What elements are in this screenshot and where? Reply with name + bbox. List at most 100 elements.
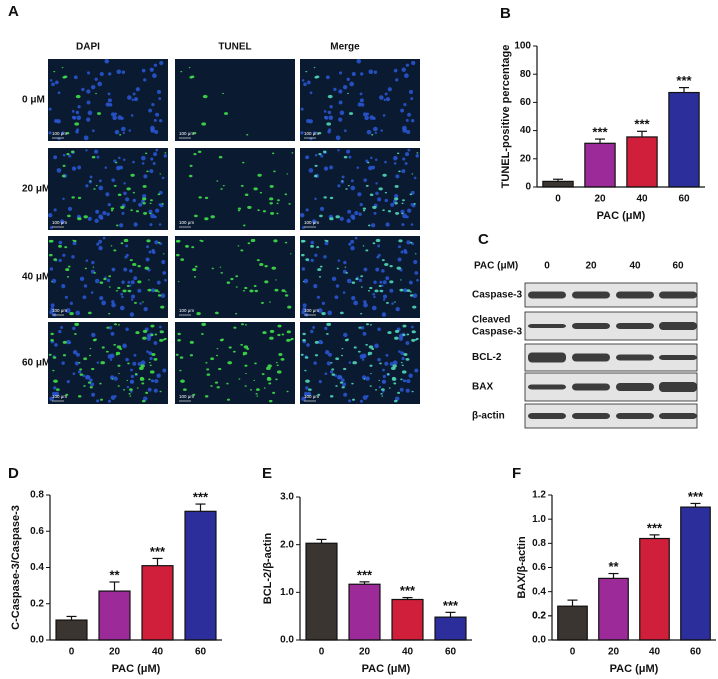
nucleus bbox=[328, 128, 332, 132]
tunel-cell bbox=[91, 155, 96, 159]
nucleus bbox=[109, 358, 113, 361]
nucleus bbox=[306, 80, 311, 85]
nucleus bbox=[77, 165, 82, 170]
tunel-cell bbox=[93, 271, 96, 274]
nucleus bbox=[49, 267, 54, 271]
nucleus bbox=[337, 184, 341, 188]
nucleus bbox=[403, 250, 408, 254]
scale-bar-label: 100 μm bbox=[179, 308, 194, 313]
nucleus bbox=[130, 298, 134, 301]
nucleus bbox=[335, 284, 340, 288]
nucleus bbox=[62, 153, 66, 157]
tunel-cell bbox=[222, 92, 224, 95]
tunel-cell bbox=[84, 267, 87, 270]
nucleus bbox=[118, 156, 121, 160]
tunel-cell bbox=[365, 184, 369, 187]
nucleus bbox=[299, 212, 305, 218]
y-tick-label: 0.6 bbox=[30, 526, 44, 537]
nucleus bbox=[382, 114, 386, 117]
nucleus bbox=[371, 305, 377, 311]
tunel-cell bbox=[66, 153, 70, 156]
tunel-cell bbox=[93, 188, 96, 190]
nucleus bbox=[382, 368, 385, 372]
tunel-cell bbox=[216, 386, 220, 389]
nucleus bbox=[135, 87, 140, 92]
tunel-cell bbox=[250, 238, 256, 243]
nucleus bbox=[349, 81, 355, 87]
tunel-cell bbox=[201, 322, 207, 327]
y-tick-label: 0.6 bbox=[532, 562, 546, 573]
tunel-cell bbox=[317, 393, 321, 396]
nucleus bbox=[160, 293, 166, 298]
tunel-cell bbox=[196, 312, 201, 316]
tunel-cell bbox=[113, 249, 117, 252]
nucleus bbox=[374, 158, 378, 162]
tunel-cell bbox=[228, 346, 232, 349]
tunel-cell bbox=[197, 150, 202, 154]
x-tick-label: 60 bbox=[445, 647, 457, 658]
tunel-cell bbox=[154, 333, 158, 336]
nucleus bbox=[151, 288, 156, 293]
nucleus bbox=[360, 102, 365, 107]
nucleus bbox=[61, 131, 65, 135]
tunel-cell bbox=[67, 265, 71, 268]
nucleus bbox=[62, 197, 65, 201]
tunel-cell bbox=[355, 277, 359, 281]
nucleus bbox=[133, 97, 138, 102]
nucleus bbox=[395, 174, 400, 179]
nucleus bbox=[337, 259, 341, 262]
nucleus bbox=[351, 295, 356, 301]
scale-bar-label: 100 μm bbox=[179, 220, 194, 225]
nucleus bbox=[107, 98, 112, 103]
nucleus bbox=[354, 210, 359, 216]
tunel-cell bbox=[83, 215, 88, 219]
nucleus bbox=[125, 357, 129, 362]
y-tick-label: 60 bbox=[520, 97, 532, 108]
nucleus bbox=[59, 219, 65, 224]
tunel-cell bbox=[189, 76, 193, 79]
tunel-cell bbox=[110, 245, 113, 247]
scale-bar-label: 100 μm bbox=[52, 394, 67, 399]
tunel-cell bbox=[130, 209, 133, 212]
scale-bar-label: 100 μm bbox=[304, 220, 319, 225]
tunel-cell bbox=[53, 379, 58, 383]
tunel-cell bbox=[214, 311, 219, 315]
nucleus bbox=[98, 179, 102, 183]
nucleus bbox=[57, 137, 61, 141]
nucleus bbox=[353, 300, 359, 306]
tunel-cell bbox=[405, 357, 410, 361]
nucleus bbox=[413, 176, 417, 180]
significance: ** bbox=[109, 567, 120, 582]
nucleus bbox=[323, 115, 328, 119]
y-tick-label: 1.2 bbox=[532, 490, 546, 501]
nucleus bbox=[401, 356, 405, 361]
nucleus bbox=[384, 160, 387, 164]
x-tick-label: 60 bbox=[690, 647, 702, 658]
tunel-cell bbox=[226, 382, 229, 385]
tunel-cell bbox=[284, 291, 287, 293]
nucleus bbox=[395, 78, 399, 82]
tunel-cell bbox=[277, 333, 281, 337]
nucleus bbox=[359, 202, 363, 207]
blot-band bbox=[528, 384, 566, 390]
tunel-cell bbox=[138, 366, 144, 371]
nucleus bbox=[162, 271, 167, 275]
y-tick-label: 80 bbox=[520, 69, 532, 80]
x-tick-label: 20 bbox=[594, 194, 606, 205]
nucleus bbox=[359, 98, 364, 103]
nucleus bbox=[348, 242, 352, 246]
tunel-cell bbox=[319, 214, 323, 218]
bar bbox=[98, 590, 131, 641]
tunel-cell bbox=[394, 202, 398, 205]
nucleus bbox=[111, 178, 115, 182]
nucleus bbox=[129, 379, 135, 384]
nucleus bbox=[334, 295, 339, 300]
nucleus bbox=[302, 303, 307, 308]
tunel-cell bbox=[254, 289, 258, 293]
nucleus bbox=[381, 379, 387, 384]
tunel-cell bbox=[159, 330, 164, 334]
tunel-cell bbox=[145, 391, 149, 394]
nucleus bbox=[142, 194, 147, 199]
nucleus bbox=[139, 302, 142, 305]
